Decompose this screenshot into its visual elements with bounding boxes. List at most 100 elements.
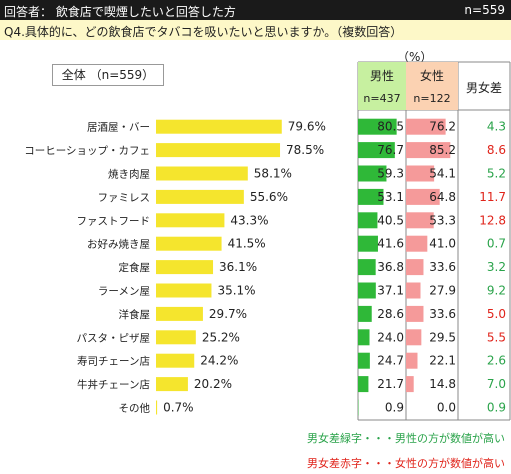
male-value-label: 21.7 — [377, 377, 404, 391]
male-value-label: 37.1 — [377, 284, 404, 298]
diff-value-label: 5.5 — [487, 330, 506, 344]
male-value-label: 41.6 — [377, 237, 404, 251]
diff-value-label: 0.9 — [487, 401, 506, 415]
male-bar — [358, 376, 369, 393]
female-value-label: 41.0 — [429, 237, 456, 251]
male-column-n: n=437 — [363, 92, 400, 105]
overall-value-label: 35.1% — [217, 284, 255, 298]
category-label: 定食屋 — [119, 261, 151, 274]
female-bar — [406, 259, 424, 276]
overall-value-label: 41.5% — [228, 237, 266, 251]
male-bar — [358, 165, 387, 182]
male-value-label: 36.8 — [377, 260, 404, 274]
question-text: Q4.具体的に、どの飲食店でタバコを吸いたいと思いますか。（複数回答） — [0, 20, 511, 40]
category-label: その他 — [119, 402, 151, 415]
female-value-label: 33.6 — [429, 260, 456, 274]
male-bar — [358, 282, 376, 299]
male-column-header — [358, 62, 406, 110]
header-bar: 回答者： 飲食店で喫煙したいと回答した方 n=559 — [0, 0, 511, 20]
overall-value-label: 79.6% — [288, 120, 326, 134]
female-bar — [406, 142, 451, 159]
female-bar — [406, 118, 446, 135]
diff-value-label: 3.2 — [487, 260, 506, 274]
overall-value-label: 43.3% — [230, 213, 268, 227]
male-bar — [358, 259, 376, 276]
diff-value-label: 7.0 — [487, 377, 506, 391]
female-bar — [406, 329, 422, 346]
category-label: ファミレス — [98, 192, 151, 204]
category-label: 寿司チェーン店 — [77, 355, 150, 368]
category-label: コーヒーショップ・カフェ — [24, 145, 150, 157]
category-label: ファストフード — [77, 215, 151, 227]
overall-value-label: 29.7% — [209, 307, 247, 321]
male-value-label: 28.6 — [377, 307, 404, 321]
overall-bar — [156, 330, 196, 345]
category-label: ラーメン屋 — [98, 286, 150, 298]
female-value-label: 14.8 — [429, 377, 456, 391]
overall-bar — [156, 400, 158, 415]
male-value-label: 40.5 — [377, 213, 404, 227]
male-bar — [358, 352, 370, 369]
female-value-label: 53.3 — [429, 213, 456, 227]
overall-bar — [156, 119, 282, 134]
female-value-label: 22.1 — [429, 354, 456, 368]
diff-value-label: 8.6 — [487, 143, 506, 157]
male-bar — [358, 212, 378, 229]
overall-value-label: 25.2% — [202, 330, 240, 344]
diff-value-label: 5.2 — [487, 167, 506, 181]
category-label: パスタ・ピザ屋 — [77, 332, 151, 344]
header-sample-size: n=559 — [464, 3, 505, 17]
female-bar — [406, 165, 435, 182]
male-column-label: 男性 — [370, 69, 394, 83]
overall-value-label: 78.5% — [286, 143, 324, 157]
overall-bar — [156, 189, 244, 204]
diff-value-label: 12.8 — [479, 213, 506, 227]
overall-value-label: 36.1% — [219, 260, 257, 274]
diff-value-label: 0.7 — [487, 237, 506, 251]
overall-bar — [156, 236, 222, 251]
female-bar — [406, 188, 440, 205]
overall-value-label: 24.2% — [200, 354, 238, 368]
female-value-label: 33.6 — [429, 307, 456, 321]
female-column-header — [406, 62, 458, 110]
male-value-label: 0.9 — [385, 401, 404, 415]
diff-value-label: 11.7 — [479, 190, 506, 204]
female-column-n: n=122 — [413, 92, 450, 105]
overall-value-label: 55.6% — [250, 190, 288, 204]
male-value-label: 24.0 — [377, 330, 404, 344]
overall-label: 全体 （n=559） — [52, 64, 164, 86]
male-bar — [358, 188, 384, 205]
overall-value-label: 58.1% — [254, 167, 292, 181]
female-bar — [406, 305, 424, 322]
male-bar — [358, 235, 378, 252]
category-label: 洋食屋 — [119, 308, 151, 321]
female-value-label: 0.0 — [437, 401, 456, 415]
female-value-label: 64.8 — [429, 190, 456, 204]
diff-value-label: 2.6 — [487, 354, 506, 368]
male-value-label: 80.5 — [377, 120, 404, 134]
female-value-label: 54.1 — [429, 167, 456, 181]
female-bar — [406, 282, 421, 299]
header-title: 回答者： 飲食店で喫煙したいと回答した方 — [4, 5, 236, 19]
male-bar — [358, 118, 397, 135]
category-label: 居酒屋・バー — [87, 121, 150, 134]
male-bar — [358, 329, 370, 346]
overall-bar — [156, 166, 248, 181]
female-bar — [406, 352, 418, 369]
overall-bar — [156, 306, 203, 321]
female-value-label: 85.2 — [429, 143, 456, 157]
overall-bar — [156, 260, 214, 275]
overall-value-label: 0.7% — [163, 401, 194, 415]
female-bar — [406, 235, 428, 252]
male-value-label: 76.7 — [377, 143, 404, 157]
overall-value-label: 20.2% — [194, 377, 232, 391]
diff-value-label: 4.3 — [487, 120, 506, 134]
category-label: 牛丼チェーン店 — [77, 378, 150, 391]
unit-label: （%） — [397, 50, 433, 64]
female-value-label: 29.5 — [429, 330, 456, 344]
note-red: 男女差赤字・・・女性の方が数値が高い — [307, 457, 505, 470]
female-bar — [406, 376, 414, 393]
male-value-label: 24.7 — [377, 354, 404, 368]
note-green: 男女差緑字・・・男性の方が数値が高い — [307, 432, 505, 445]
